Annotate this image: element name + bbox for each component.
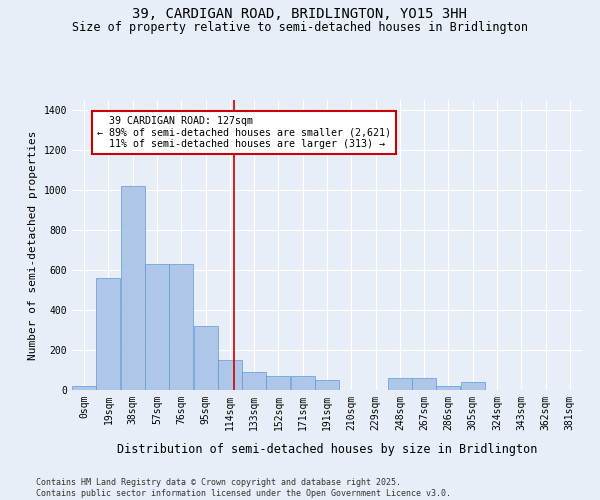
Bar <box>218 360 242 390</box>
Bar <box>412 378 436 390</box>
Bar <box>242 372 266 390</box>
Bar <box>145 264 169 390</box>
Bar <box>97 278 121 390</box>
Text: Size of property relative to semi-detached houses in Bridlington: Size of property relative to semi-detach… <box>72 21 528 34</box>
Bar <box>266 376 290 390</box>
Bar <box>461 382 485 390</box>
Bar <box>291 376 314 390</box>
Text: Contains HM Land Registry data © Crown copyright and database right 2025.
Contai: Contains HM Land Registry data © Crown c… <box>36 478 451 498</box>
Bar <box>194 326 218 390</box>
Bar <box>436 386 460 390</box>
Text: Distribution of semi-detached houses by size in Bridlington: Distribution of semi-detached houses by … <box>117 442 537 456</box>
Bar <box>388 378 412 390</box>
Bar <box>315 380 339 390</box>
Y-axis label: Number of semi-detached properties: Number of semi-detached properties <box>28 130 38 360</box>
Bar <box>121 186 145 390</box>
Bar <box>72 386 96 390</box>
Text: 39 CARDIGAN ROAD: 127sqm
← 89% of semi-detached houses are smaller (2,621)
  11%: 39 CARDIGAN ROAD: 127sqm ← 89% of semi-d… <box>97 116 391 149</box>
Bar <box>169 264 193 390</box>
Text: 39, CARDIGAN ROAD, BRIDLINGTON, YO15 3HH: 39, CARDIGAN ROAD, BRIDLINGTON, YO15 3HH <box>133 8 467 22</box>
